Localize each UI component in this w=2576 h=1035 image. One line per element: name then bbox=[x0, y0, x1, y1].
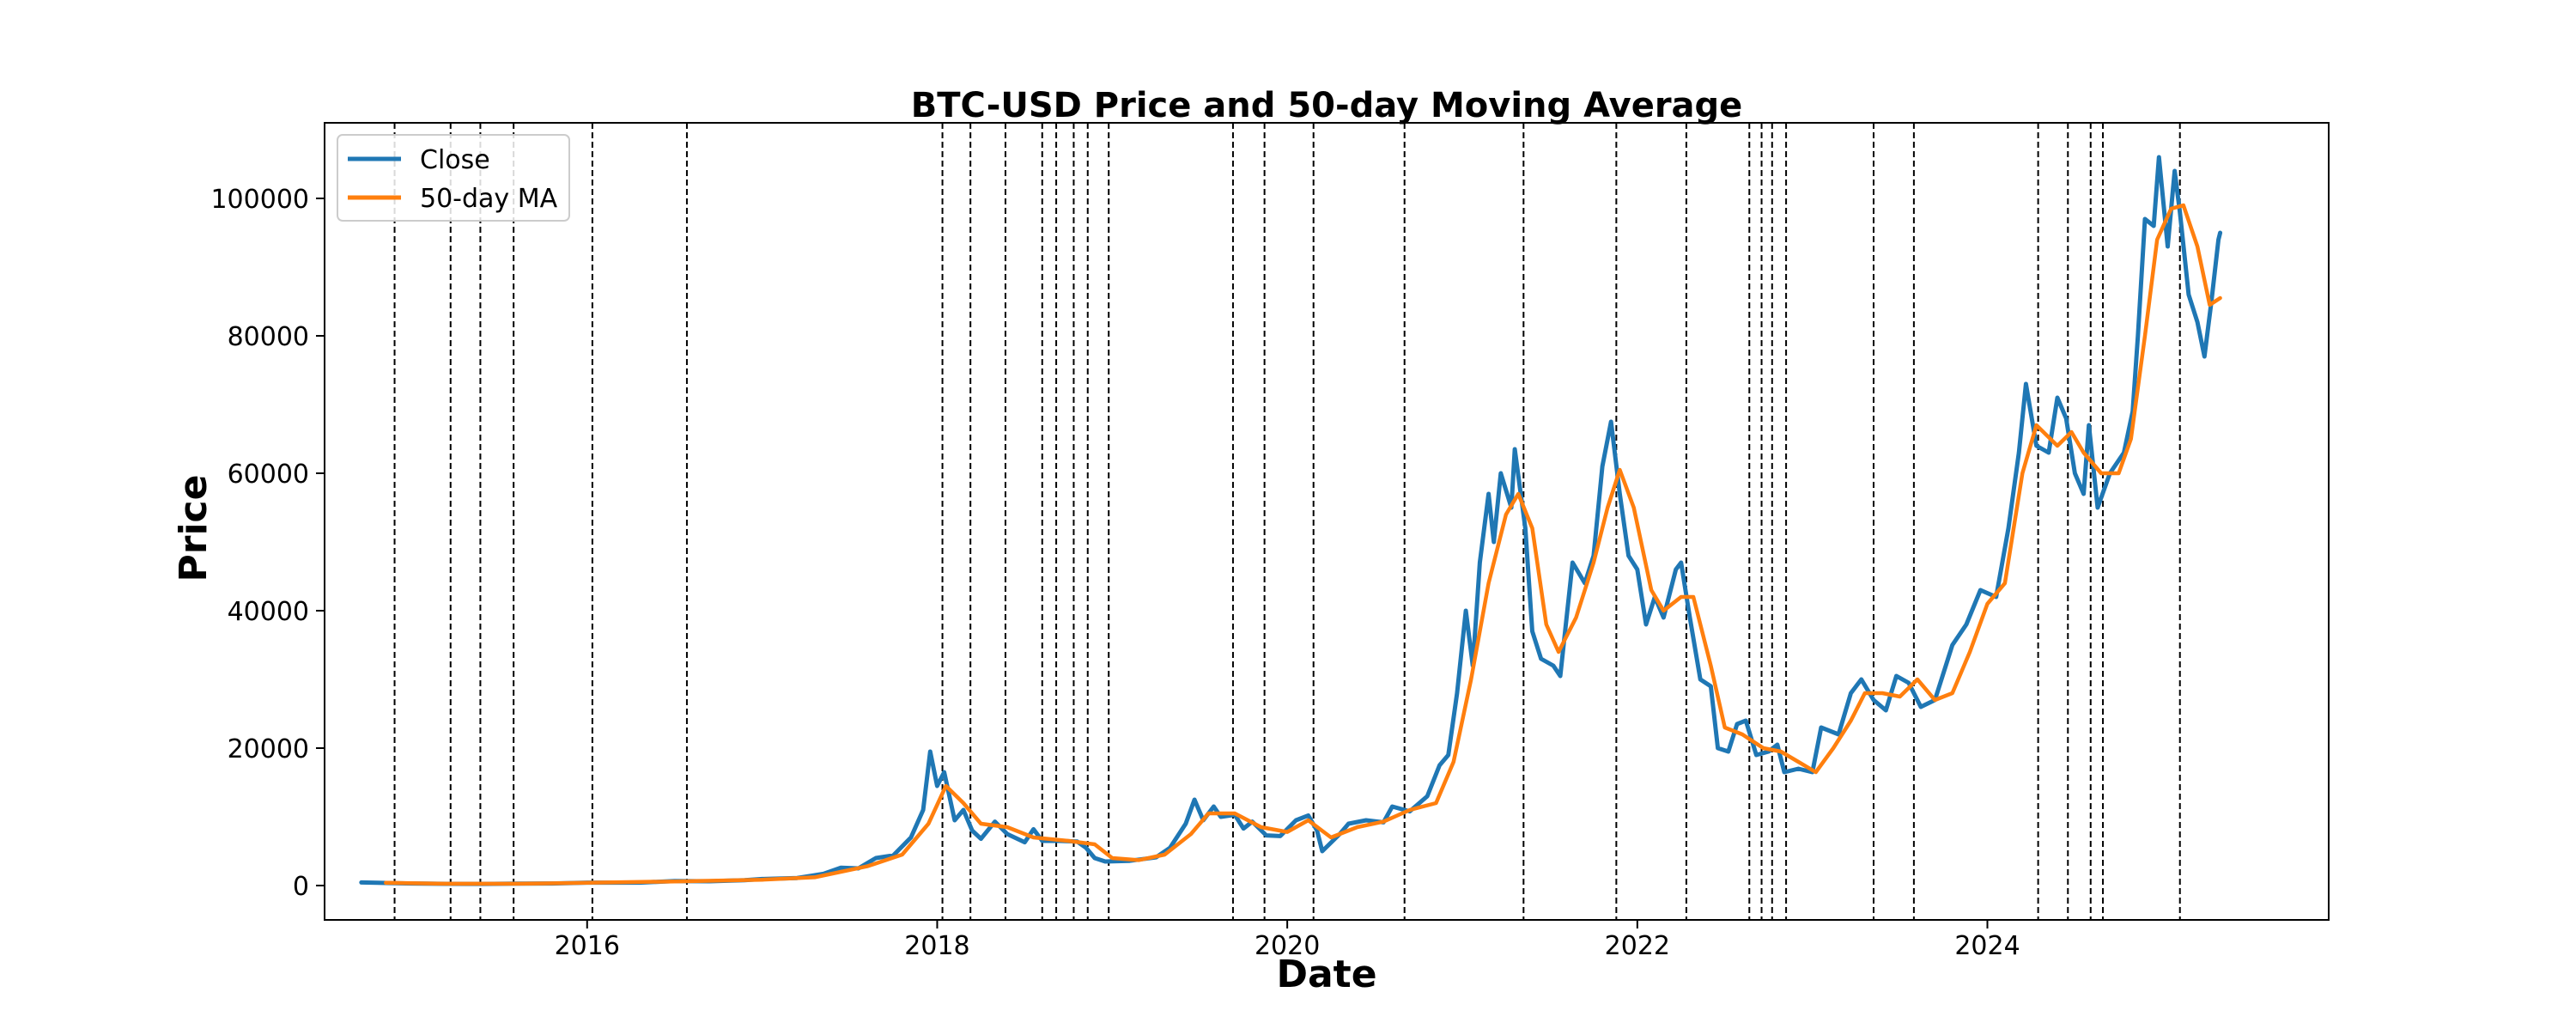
y-tick-label: 100000 bbox=[210, 185, 309, 215]
y-tick-label: 0 bbox=[293, 872, 309, 902]
y-tick-label: 40000 bbox=[228, 597, 309, 627]
x-axis-label: Date bbox=[1276, 953, 1376, 996]
x-tick-label: 2024 bbox=[1954, 931, 2020, 961]
y-axis-label: Price bbox=[172, 475, 216, 582]
x-tick-label: 2016 bbox=[555, 931, 620, 961]
plot-frame bbox=[324, 122, 2330, 921]
x-tick-label: 2018 bbox=[904, 931, 969, 961]
y-tick-label: 60000 bbox=[228, 460, 309, 490]
legend-label: Close bbox=[420, 145, 490, 175]
y-tick-label: 20000 bbox=[228, 734, 309, 764]
chart-title: BTC-USD Price and 50-day Moving Average bbox=[911, 86, 1743, 125]
x-tick-label: 2022 bbox=[1605, 931, 1670, 961]
y-tick-label: 80000 bbox=[228, 322, 309, 352]
x-tick-label: 2020 bbox=[1255, 931, 1320, 961]
moving-average-line bbox=[384, 203, 2222, 886]
legend-label: 50-day MA bbox=[420, 184, 558, 214]
